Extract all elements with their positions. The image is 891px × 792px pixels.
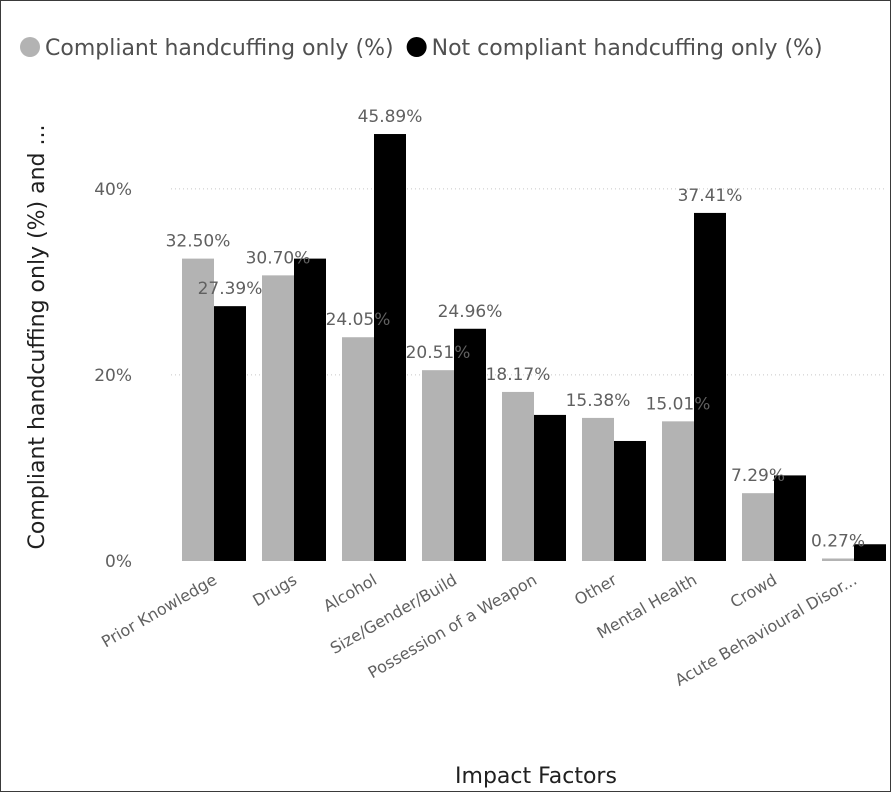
x-category-alcohol: Alcohol (320, 570, 380, 616)
bar-other-series-2[interactable] (614, 440, 646, 561)
bar-alcohol-series-2[interactable] (374, 134, 406, 561)
y-tick-label-20: 20% (94, 366, 132, 386)
data-label-drugs-series-1: 30.70% (246, 248, 311, 268)
data-label-prior-knowledge-series-2: 27.39% (198, 279, 263, 299)
data-label-alcohol-series-1: 24.05% (326, 310, 391, 330)
y-axis-ticks: 0% 20% 40% (94, 180, 132, 572)
bar-crowd-series-2[interactable] (774, 475, 806, 561)
data-label-mental-health-series-2: 37.41% (678, 186, 743, 206)
bar-size-gender-build-series-2[interactable] (454, 328, 486, 561)
legend-marker-1 (20, 37, 40, 57)
bar-drugs-series-2[interactable] (294, 258, 326, 561)
data-labels: 32.50% 27.39% 30.70% 24.05% 45.89% 20.51% 24.9… (166, 107, 865, 551)
data-label-other-series-1: 15.38% (566, 391, 631, 411)
bar-prior-knowledge-series-2[interactable] (214, 306, 246, 561)
bar-alcohol-series-1[interactable] (342, 337, 374, 561)
bar-acute-behavioural-disor-series-2[interactable] (854, 544, 886, 561)
x-category-prior-knowledge: Prior Knowledge (98, 570, 220, 651)
legend-label-2[interactable]: Not compliant handcuffing only (%) (432, 36, 823, 61)
legend-marker-2 (406, 37, 427, 57)
bar-prior-knowledge-series-1[interactable] (182, 258, 214, 561)
y-tick-label-0: 0% (105, 552, 132, 572)
data-label-prior-knowledge-series-1: 32.50% (166, 232, 231, 252)
bar-possession-of-a-weapon-series-2[interactable] (534, 414, 566, 561)
bar-drugs-series-1[interactable] (262, 275, 294, 561)
data-label-mental-health-series-1: 15.01% (646, 394, 711, 414)
x-category-crowd: Crowd (727, 570, 780, 612)
bar-mental-health-series-2[interactable] (694, 212, 726, 561)
x-axis-title: Impact Factors (455, 764, 617, 789)
data-label-acute-behavioural-disor-series-1: 0.27% (811, 531, 865, 551)
data-label-alcohol-series-2: 45.89% (358, 107, 423, 127)
bar-crowd-series-1[interactable] (742, 493, 774, 561)
x-category-other: Other (571, 570, 620, 609)
data-label-possession-of-a-weapon-series-1: 18.17% (486, 365, 551, 385)
y-tick-label-40: 40% (94, 180, 132, 200)
bar-mental-health-series-1[interactable] (662, 421, 694, 561)
y-axis-title: Compliant handcuffing only (%) and ... (25, 125, 50, 550)
data-label-size-gender-build-series-1: 20.51% (406, 343, 471, 363)
x-axis-categories: Prior Knowledge Drugs AlcoholSize/Gender/B… (98, 570, 860, 690)
x-category-drugs: Drugs (249, 570, 300, 610)
bar-other-series-1[interactable] (582, 417, 614, 561)
bar-acute-behavioural-disor-series-1[interactable] (822, 558, 854, 561)
legend-label-1[interactable]: Compliant handcuffing only (%) (45, 36, 394, 61)
legend: Compliant handcuffing only (%) Not compli… (20, 36, 823, 61)
bar-possession-of-a-weapon-series-1[interactable] (502, 391, 534, 561)
bar-size-gender-build-series-1[interactable] (422, 370, 454, 561)
data-label-size-gender-build-series-2: 24.96% (438, 302, 503, 322)
bars (182, 134, 886, 561)
data-label-crowd-series-1: 7.29% (731, 466, 785, 486)
